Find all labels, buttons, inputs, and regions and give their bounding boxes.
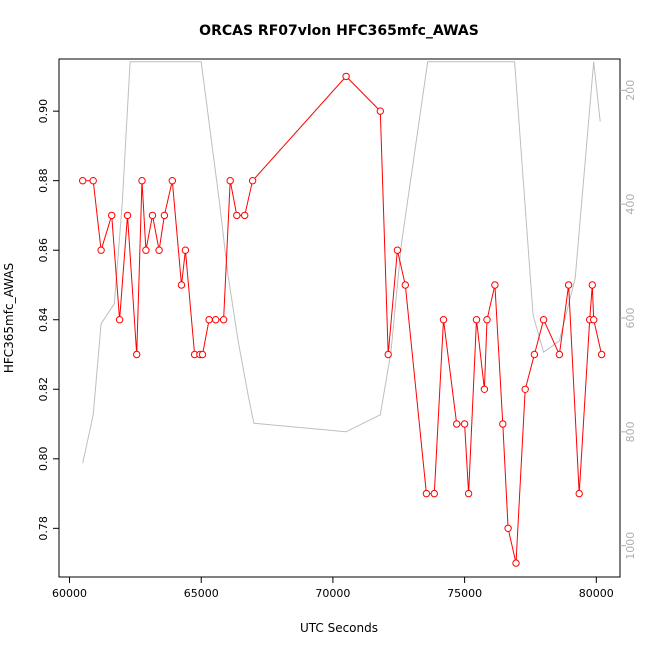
data-point	[155, 246, 163, 254]
data-point	[219, 316, 228, 324]
right-axis: 200 400 600 800 1000	[620, 80, 637, 560]
data-point	[530, 350, 539, 359]
right-tick-label: 200	[624, 80, 637, 101]
data-point	[464, 489, 473, 498]
data-point	[160, 211, 169, 220]
x-tick-label: 70000	[315, 587, 350, 600]
data-point	[521, 385, 529, 393]
data-point	[168, 177, 177, 185]
data-point	[504, 524, 512, 532]
data-point	[123, 211, 132, 220]
data-point	[430, 489, 438, 498]
data-point	[181, 246, 190, 254]
data-point	[226, 177, 234, 185]
data-point	[439, 316, 448, 324]
data-point	[512, 559, 520, 567]
data-point	[575, 489, 583, 498]
altitude-line	[82, 61, 601, 464]
plot-area	[58, 58, 621, 578]
x-tick-label: 60000	[52, 587, 87, 600]
y-axis: 0.78 0.80 0.82 0.84 0.86 0.88 0.90	[37, 99, 59, 541]
series-hfc365mfc-awas	[79, 72, 606, 567]
chart-title: ORCAS RF07vlon HFC365mfc_AWAS	[199, 23, 479, 39]
right-tick-label: 1000	[624, 532, 637, 560]
y-tick-label: 0.78	[37, 516, 50, 541]
y-axis-label: HFC365mfc_AWAS	[2, 263, 16, 373]
x-tick-label: 75000	[447, 587, 482, 600]
right-tick-label: 600	[624, 308, 637, 329]
data-point	[401, 281, 409, 289]
y-tick-label: 0.80	[37, 447, 50, 472]
y-tick-label: 0.88	[37, 168, 50, 193]
data-point	[133, 350, 141, 359]
series-line	[82, 75, 603, 564]
y-tick-label: 0.82	[37, 377, 50, 402]
y-tick-label: 0.86	[37, 238, 50, 263]
x-tick-label: 80000	[579, 587, 614, 600]
data-point	[539, 316, 548, 324]
data-point	[198, 350, 207, 359]
data-point	[148, 211, 157, 220]
data-point	[564, 281, 573, 289]
data-point	[342, 72, 350, 81]
data-point	[115, 316, 124, 324]
data-point	[422, 489, 431, 498]
data-point	[588, 281, 596, 289]
data-point	[205, 316, 213, 324]
y-tick-label: 0.90	[37, 99, 50, 124]
data-point	[233, 211, 241, 220]
data-point	[590, 316, 598, 324]
data-point	[597, 350, 606, 359]
data-point	[108, 211, 116, 220]
data-point	[142, 246, 150, 254]
x-axis: 60000 65000 70000 75000 80000	[52, 577, 614, 600]
data-point	[177, 281, 186, 289]
data-point	[499, 420, 507, 428]
data-point	[376, 107, 384, 115]
data-point	[212, 316, 220, 324]
right-tick-label: 800	[624, 421, 637, 442]
data-point	[79, 177, 87, 185]
data-point	[393, 246, 402, 254]
data-point	[384, 350, 392, 359]
data-point	[460, 420, 469, 428]
data-point	[483, 316, 491, 324]
data-point	[555, 350, 564, 359]
x-tick-label: 65000	[184, 587, 219, 600]
data-point	[138, 177, 146, 185]
x-axis-label: UTC Seconds	[300, 621, 378, 635]
data-point	[491, 281, 499, 289]
data-point	[241, 211, 249, 220]
data-point	[89, 177, 97, 185]
y-tick-label: 0.84	[37, 307, 50, 332]
data-point	[97, 246, 105, 254]
data-point	[480, 385, 489, 393]
data-point	[453, 420, 461, 428]
data-point	[248, 177, 257, 185]
data-point	[472, 316, 481, 324]
altitude-trace	[82, 61, 601, 464]
right-tick-label: 400	[624, 194, 637, 215]
